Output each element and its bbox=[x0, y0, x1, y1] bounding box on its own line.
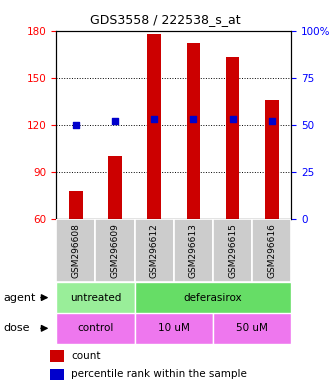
Point bbox=[152, 116, 157, 122]
Bar bbox=[56, 313, 135, 344]
Bar bbox=[226, 57, 239, 219]
Bar bbox=[56, 282, 135, 313]
Text: GDS3558 / 222538_s_at: GDS3558 / 222538_s_at bbox=[90, 13, 241, 26]
Text: percentile rank within the sample: percentile rank within the sample bbox=[71, 369, 247, 379]
Bar bbox=[186, 43, 200, 219]
Bar bbox=[135, 282, 291, 313]
Point bbox=[269, 118, 274, 124]
Point bbox=[113, 118, 118, 124]
Text: GSM296608: GSM296608 bbox=[71, 223, 80, 278]
Bar bbox=[56, 219, 95, 282]
Bar bbox=[135, 313, 213, 344]
Bar bbox=[108, 156, 122, 219]
Bar bbox=[69, 191, 83, 219]
Text: 50 uM: 50 uM bbox=[236, 323, 268, 333]
Text: GSM296615: GSM296615 bbox=[228, 223, 237, 278]
Text: control: control bbox=[77, 323, 114, 333]
Bar bbox=[252, 219, 291, 282]
Text: dose: dose bbox=[3, 323, 30, 333]
Bar bbox=[147, 34, 161, 219]
Text: untreated: untreated bbox=[70, 293, 121, 303]
Bar bbox=[213, 219, 252, 282]
Point bbox=[191, 116, 196, 122]
Text: deferasirox: deferasirox bbox=[184, 293, 242, 303]
Text: 10 uM: 10 uM bbox=[158, 323, 190, 333]
Bar bbox=[50, 350, 64, 362]
Bar bbox=[174, 219, 213, 282]
Point bbox=[73, 122, 78, 128]
Bar bbox=[50, 369, 64, 380]
Text: count: count bbox=[71, 351, 101, 361]
Bar bbox=[213, 313, 291, 344]
Text: GSM296612: GSM296612 bbox=[150, 223, 159, 278]
Text: agent: agent bbox=[3, 293, 36, 303]
Point bbox=[230, 116, 235, 122]
Text: GSM296616: GSM296616 bbox=[267, 223, 276, 278]
Bar bbox=[265, 100, 279, 219]
Text: GSM296613: GSM296613 bbox=[189, 223, 198, 278]
Text: GSM296609: GSM296609 bbox=[111, 223, 119, 278]
Bar bbox=[135, 219, 174, 282]
Bar bbox=[95, 219, 135, 282]
